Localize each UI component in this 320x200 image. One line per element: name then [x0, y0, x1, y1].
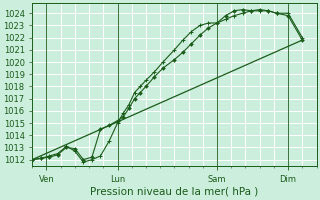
- X-axis label: Pression niveau de la mer( hPa ): Pression niveau de la mer( hPa ): [90, 187, 259, 197]
